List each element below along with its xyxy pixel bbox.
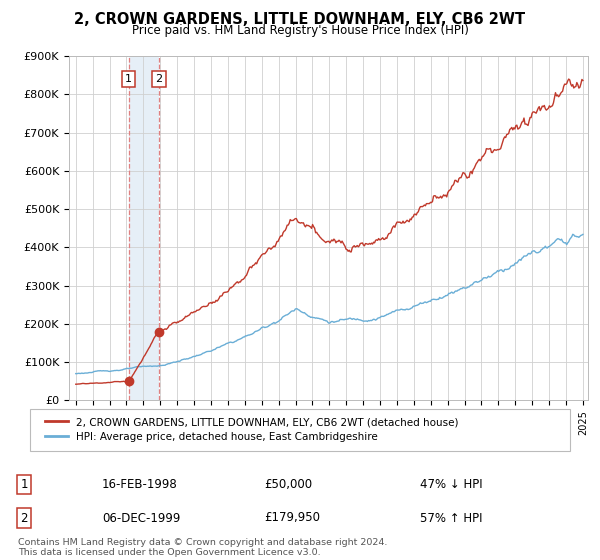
Bar (128, 56, 159, 400)
Text: 2, CROWN GARDENS, LITTLE DOWNHAM, ELY, CB6 2WT: 2, CROWN GARDENS, LITTLE DOWNHAM, ELY, C… (74, 12, 526, 27)
FancyBboxPatch shape (30, 409, 570, 451)
Text: 1: 1 (20, 478, 28, 491)
Text: 1: 1 (125, 74, 132, 84)
Text: £50,000: £50,000 (264, 478, 312, 491)
Text: 57% ↑ HPI: 57% ↑ HPI (420, 511, 482, 525)
Text: 2: 2 (155, 74, 163, 84)
Text: £179,950: £179,950 (264, 511, 320, 525)
Legend: 2, CROWN GARDENS, LITTLE DOWNHAM, ELY, CB6 2WT (detached house), HPI: Average pr: 2, CROWN GARDENS, LITTLE DOWNHAM, ELY, C… (41, 413, 463, 446)
Text: 16-FEB-1998: 16-FEB-1998 (102, 478, 178, 491)
Text: Price paid vs. HM Land Registry's House Price Index (HPI): Price paid vs. HM Land Registry's House … (131, 24, 469, 36)
Text: 06-DEC-1999: 06-DEC-1999 (102, 511, 181, 525)
Text: 2: 2 (20, 511, 28, 525)
Text: Contains HM Land Registry data © Crown copyright and database right 2024.
This d: Contains HM Land Registry data © Crown c… (18, 538, 388, 557)
Text: 47% ↓ HPI: 47% ↓ HPI (420, 478, 482, 491)
